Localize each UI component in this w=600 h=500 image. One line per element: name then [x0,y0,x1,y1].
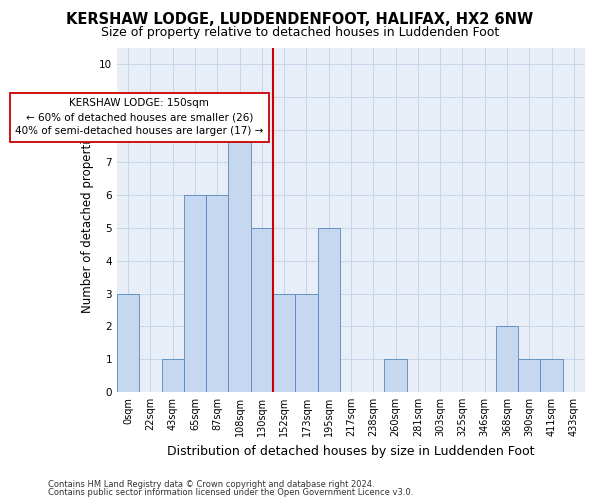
Bar [161,359,184,392]
Text: Contains HM Land Registry data © Crown copyright and database right 2024.: Contains HM Land Registry data © Crown c… [48,480,374,489]
Bar [229,130,251,392]
Bar [496,326,518,392]
Bar [295,294,317,392]
Y-axis label: Number of detached properties: Number of detached properties [80,126,94,312]
Bar [317,228,340,392]
Text: Contains public sector information licensed under the Open Government Licence v3: Contains public sector information licen… [48,488,413,497]
Bar [206,195,229,392]
Bar [273,294,295,392]
X-axis label: Distribution of detached houses by size in Luddenden Foot: Distribution of detached houses by size … [167,444,535,458]
Bar [541,359,563,392]
Text: KERSHAW LODGE: 150sqm
← 60% of detached houses are smaller (26)
40% of semi-deta: KERSHAW LODGE: 150sqm ← 60% of detached … [15,98,263,136]
Text: Size of property relative to detached houses in Luddenden Foot: Size of property relative to detached ho… [101,26,499,39]
Bar [251,228,273,392]
Text: KERSHAW LODGE, LUDDENDENFOOT, HALIFAX, HX2 6NW: KERSHAW LODGE, LUDDENDENFOOT, HALIFAX, H… [67,12,533,28]
Bar [518,359,541,392]
Bar [184,195,206,392]
Bar [385,359,407,392]
Bar [117,294,139,392]
